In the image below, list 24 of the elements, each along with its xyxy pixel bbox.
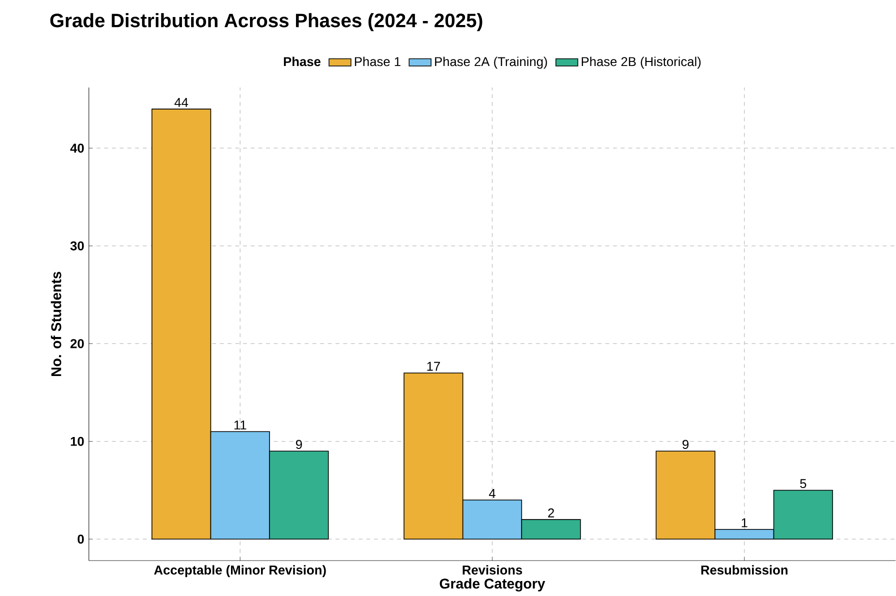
legend-title: Phase bbox=[284, 56, 320, 66]
x-axis-title: Grade Category bbox=[440, 578, 546, 592]
y-tick-label: 10 bbox=[70, 436, 84, 446]
data-label: 44 bbox=[174, 98, 188, 107]
legend-label: Phase 2A (Training) bbox=[435, 56, 547, 69]
y-tick-label: 40 bbox=[70, 144, 84, 153]
legend-label: Phase 1 bbox=[354, 56, 400, 66]
y-tick-label: 20 bbox=[70, 339, 84, 348]
data-label: 9 bbox=[682, 440, 689, 450]
data-label: 2 bbox=[548, 508, 554, 518]
legend-label: Phase 2B (Historical) bbox=[582, 56, 701, 69]
data-label: 11 bbox=[234, 420, 246, 430]
x-tick-label: Revisions bbox=[462, 565, 522, 575]
data-label: 9 bbox=[296, 440, 302, 450]
y-tick-label: 0 bbox=[78, 534, 84, 544]
data-label: 1 bbox=[742, 518, 748, 528]
data-label: 4 bbox=[488, 489, 496, 498]
data-label: 5 bbox=[800, 479, 806, 488]
y-tick-label: 30 bbox=[70, 241, 84, 251]
x-tick-label: Resubmission bbox=[701, 565, 788, 575]
chart-title: Grade Distribution Across Phases (2024 - 2025) bbox=[50, 13, 482, 32]
x-tick-label: Acceptable (Minor Revision) bbox=[154, 565, 326, 578]
data-label: 17 bbox=[427, 362, 440, 371]
y-axis-title: No. of Students bbox=[50, 272, 62, 376]
